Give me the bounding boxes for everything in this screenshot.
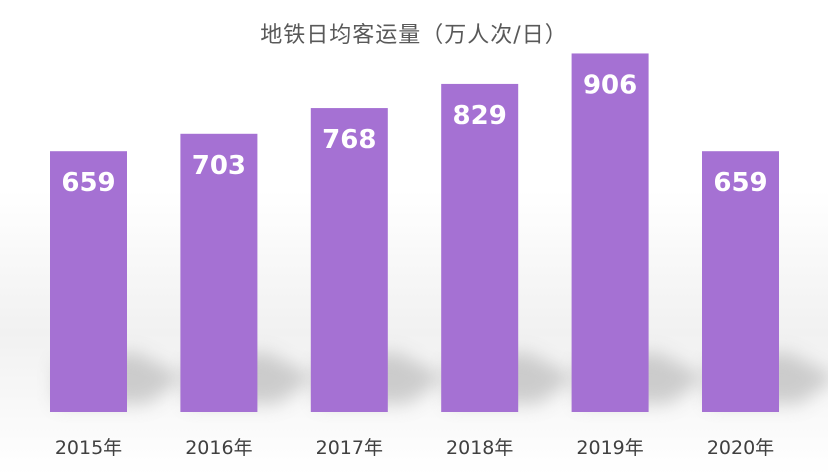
x-tick-label: 2020年 — [707, 437, 774, 459]
bar-value-label: 659 — [61, 168, 115, 198]
x-tick-label: 2018年 — [446, 437, 513, 459]
x-tick-label: 2017年 — [316, 437, 383, 459]
x-tick-label: 2016年 — [185, 437, 252, 459]
bar — [441, 83, 519, 412]
bar-value-label: 829 — [453, 101, 507, 131]
x-tick-label: 2019年 — [576, 437, 643, 459]
bar-value-label: 703 — [192, 151, 246, 181]
chart-title: 地铁日均客运量（万人次/日） — [260, 23, 568, 48]
bar — [571, 53, 649, 412]
bar — [50, 151, 127, 412]
bar-value-label: 906 — [583, 70, 637, 100]
bar — [180, 133, 258, 412]
bar — [702, 151, 779, 412]
bar — [310, 108, 388, 412]
bar-value-label: 659 — [713, 168, 767, 198]
x-tick-label: 2015年 — [55, 437, 122, 459]
bar-value-label: 768 — [322, 125, 376, 155]
